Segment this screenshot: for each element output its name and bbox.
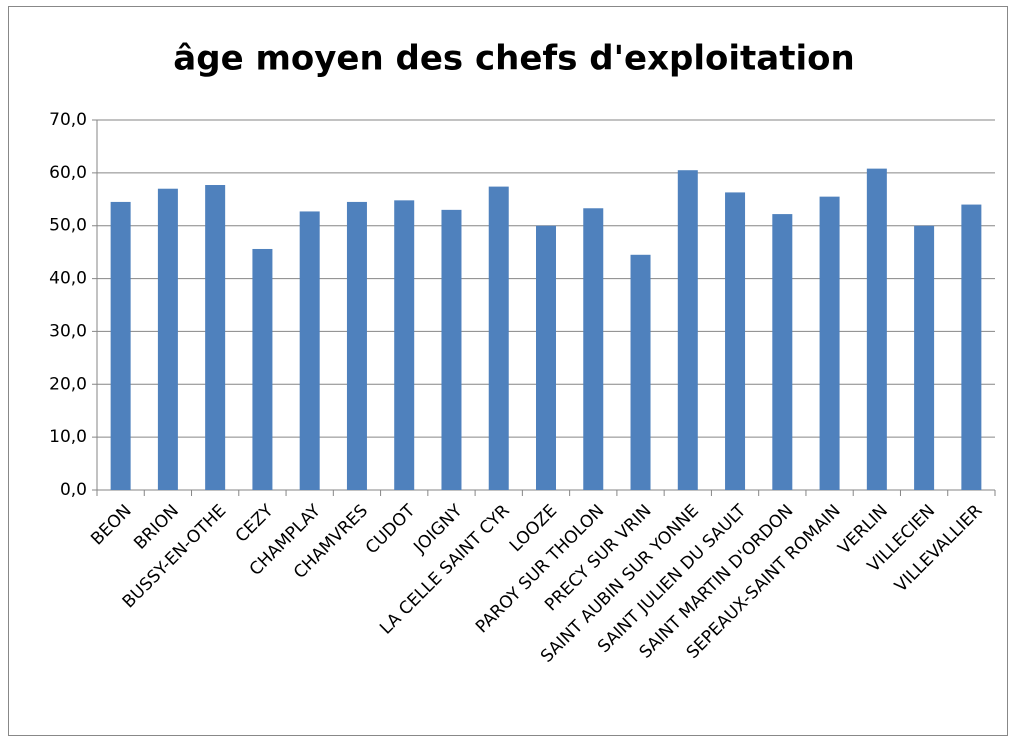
- y-tick-label: 60,0: [49, 163, 87, 183]
- bar: [772, 214, 793, 491]
- bar: [961, 204, 982, 491]
- bar: [299, 211, 320, 490]
- y-tick-label: 30,0: [49, 321, 87, 341]
- y-tick-label: 70,0: [49, 110, 87, 130]
- bar: [205, 185, 226, 490]
- bar: [583, 208, 604, 490]
- bar: [252, 248, 273, 490]
- bar: [110, 201, 131, 490]
- chart-title: âge moyen des chefs d'exploitation: [173, 39, 854, 79]
- y-tick-label: 50,0: [49, 216, 87, 236]
- bar: [630, 254, 651, 490]
- bar: [441, 209, 462, 490]
- y-tick-label: 10,0: [49, 427, 87, 447]
- bar: [725, 192, 746, 490]
- bar: [677, 170, 698, 490]
- bar: [866, 168, 887, 490]
- bar: [914, 225, 935, 490]
- y-tick-label: 20,0: [49, 374, 87, 394]
- bar: [536, 225, 556, 490]
- y-tick-label: 40,0: [49, 269, 87, 289]
- bar: [394, 200, 415, 491]
- bar: [157, 188, 178, 490]
- bar: [346, 201, 367, 490]
- bar: [488, 186, 509, 490]
- bar: [819, 196, 840, 490]
- y-tick-label: 0,0: [60, 480, 87, 500]
